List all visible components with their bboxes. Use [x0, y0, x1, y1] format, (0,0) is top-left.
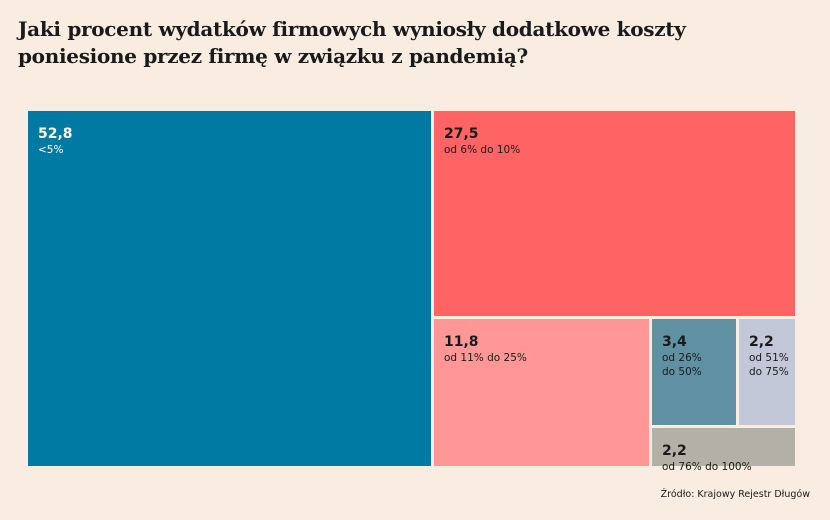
treemap-category-label-2-0: od 11% do 25% — [444, 352, 527, 364]
treemap-cell-3: 3,4 od 26% do 50% — [652, 319, 736, 425]
treemap-value-label-2: 11,8 — [444, 334, 479, 350]
chart-title-line-1: Jaki procent wydatków firmowych wyniosły… — [18, 17, 686, 41]
chart-title: Jaki procent wydatków firmowych wyniosły… — [18, 16, 738, 70]
treemap-rect-1 — [434, 111, 795, 316]
treemap-cell-4: 2,2 od 51% do 75% — [739, 319, 795, 425]
treemap-category-label-3-1: do 50% — [662, 366, 702, 378]
treemap-rect-3 — [652, 319, 736, 425]
treemap-category-label-5-0: od 76% do 100% — [662, 461, 752, 473]
chart-title-line-2: poniesione przez firmę w związku z pande… — [18, 44, 528, 68]
treemap-cell-2: 11,8 od 11% do 25% — [434, 319, 649, 466]
treemap-rect-5 — [652, 428, 795, 466]
treemap-cell-0: 52,8 <5% — [28, 111, 431, 466]
treemap-value-label-5: 2,2 — [662, 443, 687, 459]
treemap-rect-4 — [739, 319, 795, 425]
treemap-rect-0 — [28, 111, 431, 466]
treemap-value-label-3: 3,4 — [662, 334, 687, 350]
treemap-value-label-1: 27,5 — [444, 126, 479, 142]
treemap-category-label-3-0: od 26% — [662, 352, 702, 364]
treemap-rect-2 — [434, 319, 649, 466]
treemap-category-label-0-0: <5% — [38, 144, 63, 156]
treemap-cell-5: 2,2 od 76% do 100% — [652, 428, 795, 473]
treemap-value-label-0: 52,8 — [38, 126, 73, 142]
treemap-category-label-4-0: od 51% — [749, 352, 789, 364]
treemap-value-label-4: 2,2 — [749, 334, 774, 350]
treemap-category-label-1-0: od 6% do 10% — [444, 144, 520, 156]
treemap-cell-1: 27,5 od 6% do 10% — [434, 111, 795, 316]
treemap-category-label-4-1: do 75% — [749, 366, 789, 378]
source-note: Źródło: Krajowy Rejestr Długów — [660, 489, 810, 500]
